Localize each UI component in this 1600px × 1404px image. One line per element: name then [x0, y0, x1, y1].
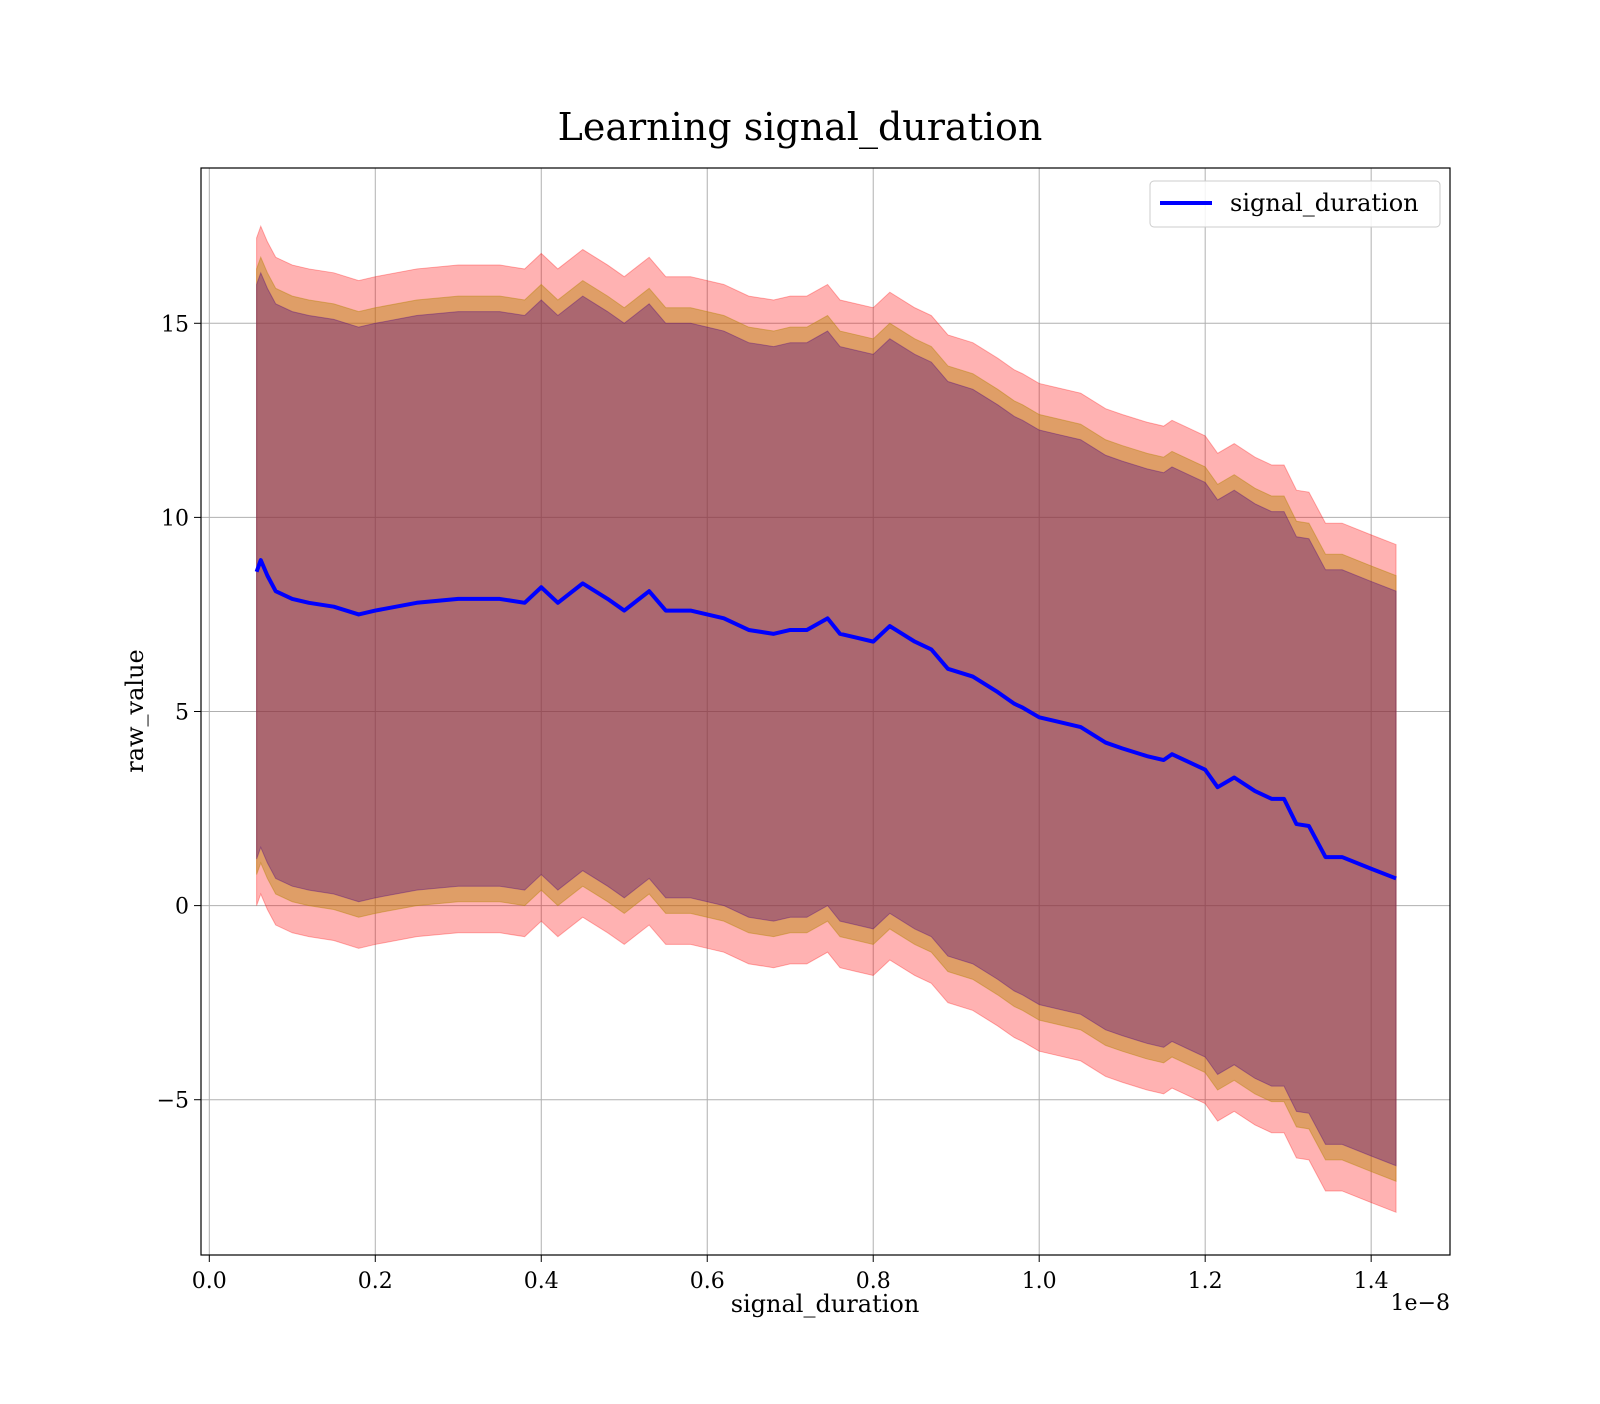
legend-label: signal_duration: [1230, 189, 1419, 217]
x-tick-label: 1.4: [1354, 1269, 1389, 1294]
grid: [201, 168, 1450, 1255]
series-lines: [254, 558, 1397, 881]
series-line-signal-duration: [254, 558, 1397, 881]
confidence-band: [256, 255, 1397, 1182]
x-tick-label: 0.4: [524, 1269, 559, 1294]
legend-box: [1149, 180, 1441, 228]
x-axis-offset-label: 1e−8: [1391, 1291, 1450, 1316]
chart-title: Learning signal_duration: [558, 105, 1043, 150]
y-tick-label: 5: [175, 701, 189, 726]
y-axis-ticks: −5 0 5 10 15: [157, 312, 201, 1114]
y-tick-label: 0: [175, 895, 189, 920]
y-tick-label: 15: [161, 312, 189, 337]
x-tick-label: 0.8: [856, 1269, 891, 1294]
x-tick-label: 0.2: [358, 1269, 393, 1294]
x-tick-label: 0.6: [690, 1269, 725, 1294]
x-tick-label: 1.0: [1022, 1269, 1057, 1294]
y-axis-label: raw_value: [121, 649, 149, 773]
x-axis-label: signal_duration: [731, 1290, 920, 1318]
x-tick-label: 0.0: [192, 1269, 227, 1294]
y-tick-label: 10: [161, 506, 189, 531]
x-tick-label: 1.2: [1188, 1269, 1223, 1294]
confidence-bands: [256, 224, 1397, 1214]
x-axis-ticks: 0.0 0.2 0.4 0.6 0.8 1.0 1.2 1.4: [192, 1255, 1389, 1294]
confidence-band: [256, 224, 1397, 1214]
legend: signal_duration: [1149, 180, 1441, 228]
y-tick-label: −5: [157, 1089, 189, 1114]
confidence-band: [256, 271, 1397, 1167]
